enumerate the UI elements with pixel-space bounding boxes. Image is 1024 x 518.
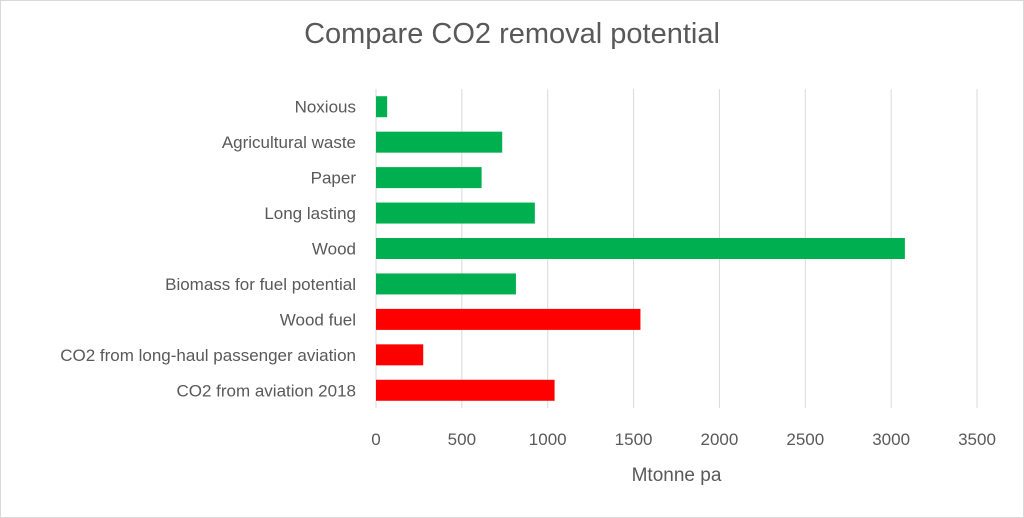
- x-tick-label: 3500: [958, 430, 996, 449]
- x-tick-label: 3000: [872, 430, 910, 449]
- category-label: Wood: [312, 240, 356, 259]
- bar: [376, 344, 424, 366]
- bar: [376, 131, 503, 153]
- bar: [376, 379, 555, 401]
- x-tick-label: 1500: [615, 430, 653, 449]
- category-label: Paper: [311, 169, 357, 188]
- chart-title: Compare CO2 removal potential: [304, 18, 720, 50]
- category-label: CO2 from aviation 2018: [176, 381, 356, 400]
- category-label: Wood fuel: [280, 310, 356, 329]
- bar: [376, 202, 535, 224]
- bar: [376, 238, 905, 259]
- x-tick-label: 500: [448, 430, 476, 449]
- category-label: Long lasting: [264, 204, 356, 223]
- x-tick-label: 1000: [529, 430, 567, 449]
- bar: [376, 167, 482, 189]
- bar: [376, 96, 388, 118]
- category-label: Biomass for fuel potential: [165, 275, 356, 294]
- category-label: Agricultural waste: [222, 133, 356, 152]
- x-tick-label: 0: [371, 430, 380, 449]
- bar: [376, 273, 516, 295]
- bar: [376, 308, 641, 330]
- x-tick-label: 2500: [786, 430, 824, 449]
- x-axis-title: Mtonne pa: [632, 465, 722, 486]
- category-label: CO2 from long-haul passenger aviation: [60, 346, 356, 365]
- category-label: Noxious: [295, 98, 356, 117]
- x-tick-label: 2000: [701, 430, 739, 449]
